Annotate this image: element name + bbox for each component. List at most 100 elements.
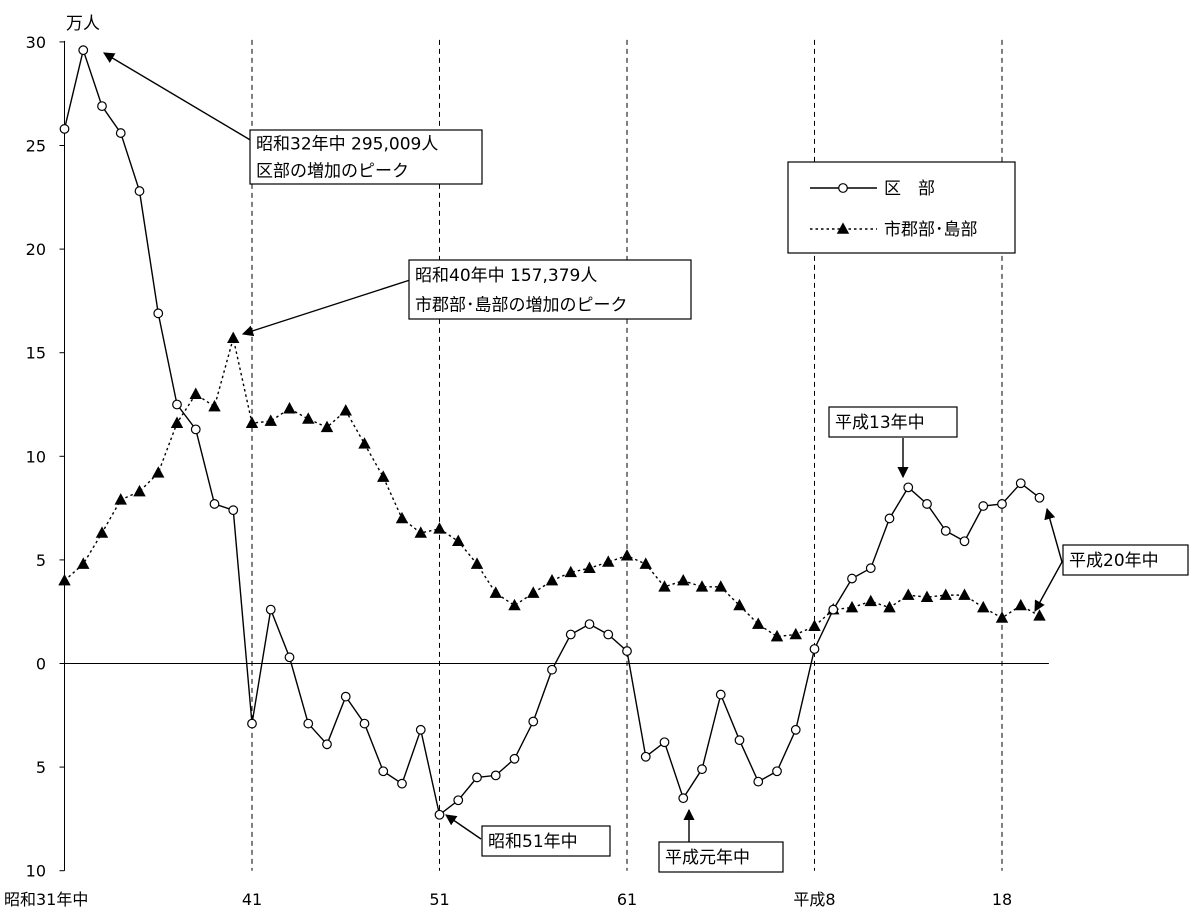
shigunbu-point [977,600,990,613]
shigunbu-point [189,387,202,399]
shigunbu-point [452,534,465,547]
shigunbu-point [133,484,146,497]
kubu-point [472,772,482,783]
shigunbu-point [583,561,596,573]
y-tick-label: 10 [26,862,46,881]
shigunbu-point [545,573,559,586]
shigunbu-point [489,586,502,598]
shigunbu-point [564,565,577,578]
x-tick-label: 41 [242,890,262,909]
annotation-arrow [1034,561,1063,612]
kubu-point [78,45,89,56]
shigunbu-point [752,617,765,629]
series-layer [58,45,1046,820]
tick-labels: 万人 30 25 20 15 10 5 0 5 10 昭和31年中 41 51 61 平成8 18 [4,14,1012,909]
annotation-text: 市郡部･島部の増加のピーク [415,295,628,315]
shigunbu-point [1033,609,1046,621]
annotation-callout: 平成13年中 [828,406,958,479]
legend-marker-shigunbu [836,222,850,234]
annotation-box [1062,544,1189,576]
annotation-text: 昭和40年中 157,379人 [415,266,597,286]
kubu-point [809,644,820,654]
kubu-point [772,766,782,777]
annotation-box [658,841,784,873]
kubu-point [1015,478,1026,489]
x-tick-label: 平成8 [793,890,835,909]
annotation-text: 平成13年中 [835,413,925,433]
shigunbu-point [677,573,690,586]
kubu-point [884,513,895,524]
shigunbu-point [658,580,671,592]
axes [59,40,1049,872]
annotation-text: 昭和51年中 [488,832,578,852]
kubu-point [247,718,257,729]
shigunbu-point [639,557,652,569]
kubu-point [322,739,332,750]
annotation-callout: 平成20年中 [1034,507,1189,612]
shigunbu-point [170,416,184,428]
annotation-arrow [1044,507,1063,563]
shigunbu-point [58,573,71,586]
shigunbu-point [227,331,240,343]
kubu-point [828,604,839,615]
unit-label: 万人 [66,14,100,34]
shigunbu-point [320,420,334,433]
kubu-point [115,128,126,138]
shigunbu-point [470,557,484,569]
annotation-box [828,406,958,438]
kubu-point [753,776,764,787]
kubu-point [397,778,407,789]
shigunbu-point [114,493,127,505]
kubu-point [940,525,951,536]
kubu-point [172,399,182,410]
shigunbu-point [845,600,859,613]
kubu-point [715,689,726,700]
kubu-point [978,501,989,511]
kubu-point [584,619,595,630]
shigunbu-point [527,586,540,598]
legend-box [787,161,1016,254]
shigunbu-point [77,557,90,569]
kubu-point [922,499,932,509]
x-tick-label: 昭和31年中 [4,890,88,909]
kubu-point [547,664,557,675]
kubu-point [59,124,70,134]
shigunbu-point [264,414,277,426]
kubu-point [865,563,876,574]
series-line-shigunbu [64,338,1040,638]
shigunbu-point [995,611,1009,623]
shigunbu-point [283,402,296,414]
kubu-point [228,505,239,516]
kubu-point [490,770,501,781]
y-tick-label: 20 [26,240,46,259]
kubu-point [603,629,614,640]
kubu-point [153,308,164,319]
annotation-arrow [445,814,482,840]
y-tick-label: 25 [26,137,46,156]
shigunbu-point [733,598,746,611]
shigunbu-point [339,404,352,416]
x-tick-label: 61 [617,890,637,909]
shigunbu-point [358,437,371,449]
shigunbu-point [620,549,634,561]
shigunbu-point [958,588,971,600]
kubu-point [565,629,576,640]
x-tick-label: 18 [992,890,1012,909]
annotation-arrow [241,279,411,337]
annotation-text: 区部の増加のピーク [256,162,409,182]
annotation-box [481,825,611,857]
legend-marker-kubu [838,183,848,193]
kubu-point [209,499,220,509]
kubu-point [734,735,745,746]
annotation-text: 平成20年中 [1069,551,1159,571]
y-tick-label: 30 [26,33,46,52]
annotation-arrow [103,52,253,142]
kubu-point [97,101,107,112]
annotation-box [408,259,692,320]
shigunbu-point [939,588,952,600]
shigunbu-point [883,600,896,613]
annotation-box [249,129,483,185]
